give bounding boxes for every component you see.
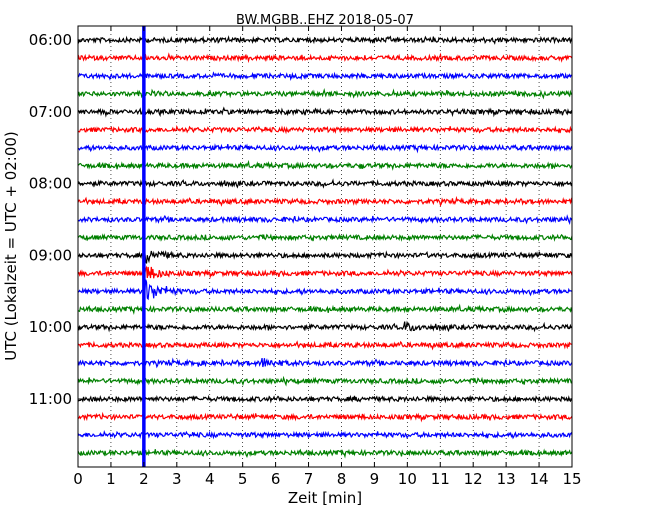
x-tick-label-6: 6 xyxy=(271,470,281,488)
x-tick-label-11: 11 xyxy=(431,470,450,488)
trace-1130 xyxy=(77,430,573,440)
trace-1000 xyxy=(77,320,573,333)
trace-0730 xyxy=(77,143,573,154)
trace-0715 xyxy=(77,124,573,135)
trace-1045 xyxy=(77,375,573,387)
trace-1030 xyxy=(77,357,573,369)
y-tick-label-3: 09:00 xyxy=(29,246,72,264)
trace-0645 xyxy=(77,87,573,100)
chart-title: BW.MGBB..EHZ 2018-05-07 xyxy=(236,13,414,28)
x-axis-label: Zeit [min] xyxy=(288,489,362,507)
x-tick-label-8: 8 xyxy=(337,470,347,488)
y-tick-label-0: 06:00 xyxy=(29,31,72,49)
trace-1100 xyxy=(77,394,573,404)
trace-0700 xyxy=(77,106,573,118)
trace-0600 xyxy=(77,35,573,45)
trace-0800 xyxy=(77,178,573,189)
y-tick-label-4: 10:00 xyxy=(29,318,72,336)
trace-0945 xyxy=(77,303,573,316)
trace-0830 xyxy=(77,214,573,226)
x-tick-label-13: 13 xyxy=(497,470,516,488)
trace-0930 xyxy=(77,279,573,301)
y-axis-label: UTC (Lokalzeit = UTC + 02:00) xyxy=(2,131,20,361)
x-tick-label-12: 12 xyxy=(464,470,483,488)
trace-0615 xyxy=(77,52,573,64)
trace-1015 xyxy=(77,340,573,351)
x-tick-label-10: 10 xyxy=(398,470,417,488)
trace-1145 xyxy=(77,448,573,459)
x-tick-label-7: 7 xyxy=(304,470,314,488)
x-tick-label-0: 0 xyxy=(73,470,83,488)
y-tick-label-1: 07:00 xyxy=(29,103,72,121)
y-axis: 06:00 07:00 08:00 09:00 10:00 11:00 xyxy=(29,31,572,408)
y-tick-label-5: 11:00 xyxy=(29,390,72,408)
x-tick-label-9: 9 xyxy=(370,470,380,488)
trace-0815 xyxy=(77,195,573,207)
trace-0845 xyxy=(77,233,573,242)
x-tick-label-1: 1 xyxy=(106,470,116,488)
x-tick-label-15: 15 xyxy=(562,470,581,488)
x-tick-label-14: 14 xyxy=(530,470,549,488)
trace-0745 xyxy=(77,159,573,171)
x-tick-label-4: 4 xyxy=(205,470,215,488)
trace-0630 xyxy=(77,71,573,82)
x-tick-label-3: 3 xyxy=(172,470,182,488)
y-tick-label-2: 08:00 xyxy=(29,175,72,193)
trace-0915 xyxy=(77,265,573,279)
x-axis: 0 1 2 3 4 5 6 7 8 9 10 11 12 13 14 15 xyxy=(73,26,582,488)
x-tick-label-2: 2 xyxy=(139,470,149,488)
trace-0900 xyxy=(77,250,573,264)
plot-frame xyxy=(77,25,573,468)
trace-group xyxy=(77,35,573,459)
x-tick-label-5: 5 xyxy=(238,470,248,488)
trace-1115 xyxy=(77,411,573,423)
